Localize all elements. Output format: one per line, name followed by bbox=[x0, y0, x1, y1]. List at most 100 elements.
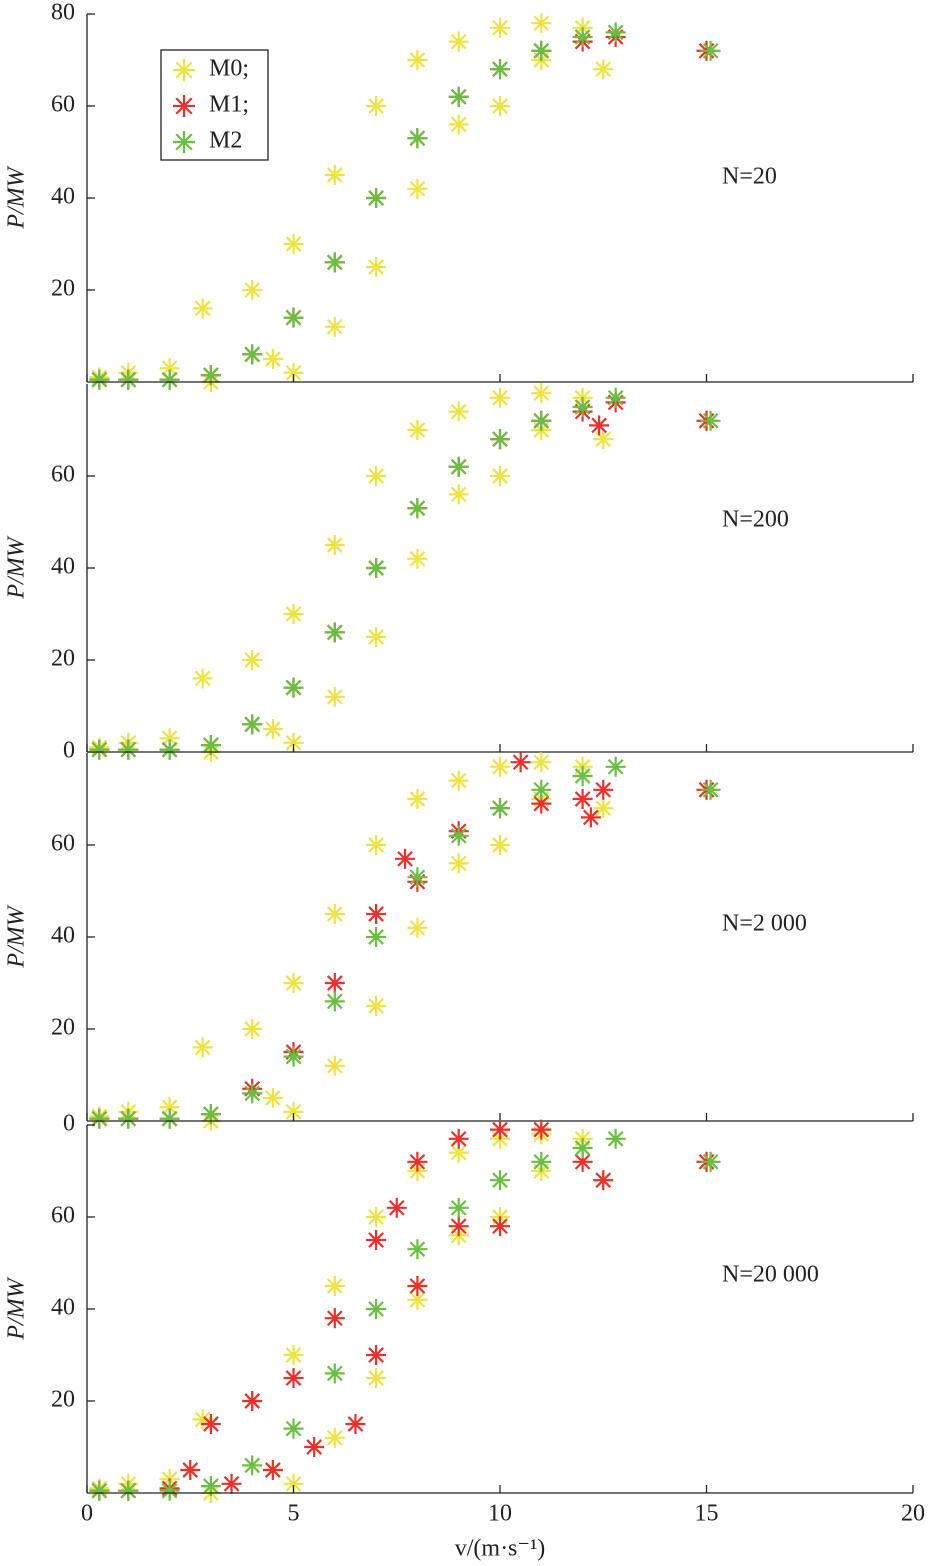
marker-stroke bbox=[326, 975, 343, 991]
marker-stroke bbox=[368, 1370, 384, 1386]
marker-stroke bbox=[326, 993, 343, 1010]
data-point bbox=[324, 904, 345, 924]
marker-stroke bbox=[265, 1462, 281, 1478]
marker-stroke bbox=[91, 741, 108, 758]
y-tick-label: 60 bbox=[51, 831, 75, 857]
y-tick-label: 60 bbox=[51, 92, 75, 118]
data-point bbox=[572, 397, 593, 417]
annotation: N=20 bbox=[722, 164, 777, 190]
marker-stroke bbox=[450, 116, 467, 133]
y-tick-label: 40 bbox=[51, 184, 75, 210]
data-point bbox=[324, 535, 345, 555]
data-point bbox=[159, 369, 180, 390]
data-point bbox=[283, 677, 304, 698]
marker-stroke bbox=[492, 61, 508, 78]
marker-stroke bbox=[450, 827, 467, 844]
data-point bbox=[366, 996, 387, 1016]
data-point bbox=[283, 1046, 304, 1067]
marker-stroke bbox=[591, 417, 607, 434]
data-point bbox=[89, 1108, 110, 1129]
marker-stroke bbox=[368, 929, 384, 945]
data-point bbox=[490, 387, 510, 408]
annotation: N=2 000 bbox=[722, 911, 807, 937]
data-point bbox=[242, 1083, 263, 1104]
data-point bbox=[593, 59, 614, 80]
legend-label: M0; bbox=[209, 56, 249, 82]
data-point bbox=[407, 50, 428, 70]
data-point bbox=[242, 280, 263, 300]
marker-stroke bbox=[512, 754, 529, 771]
data-point bbox=[700, 40, 721, 61]
data-point bbox=[407, 1239, 428, 1260]
data-point bbox=[407, 128, 428, 149]
data-point bbox=[572, 766, 593, 786]
marker-stroke bbox=[203, 1106, 219, 1122]
marker-stroke bbox=[492, 1172, 508, 1189]
marker-stroke bbox=[492, 837, 508, 853]
marker-stroke bbox=[409, 500, 426, 517]
data-point bbox=[395, 848, 416, 869]
marker-stroke bbox=[175, 61, 193, 79]
data-point bbox=[531, 13, 552, 34]
data-point bbox=[283, 973, 304, 993]
data-point bbox=[283, 1368, 304, 1388]
data-point bbox=[324, 686, 345, 707]
data-point bbox=[242, 714, 263, 735]
marker-stroke bbox=[161, 1110, 178, 1127]
marker-stroke bbox=[492, 98, 508, 114]
x-tick-label: 10 bbox=[488, 1501, 512, 1527]
data-point bbox=[448, 1216, 469, 1237]
marker-stroke bbox=[368, 259, 384, 275]
marker-stroke bbox=[265, 1090, 281, 1106]
marker-stroke bbox=[607, 758, 624, 775]
marker-stroke bbox=[120, 741, 137, 758]
data-point bbox=[159, 358, 180, 379]
data-point bbox=[324, 252, 345, 273]
marker-stroke bbox=[574, 791, 591, 807]
marker-stroke bbox=[409, 1241, 426, 1258]
marker-stroke bbox=[326, 1057, 343, 1074]
data-point bbox=[407, 1151, 428, 1172]
marker-stroke bbox=[368, 560, 384, 576]
x-tick-label: 15 bbox=[695, 1501, 719, 1527]
annotation: N=20 000 bbox=[722, 1262, 819, 1288]
data-point bbox=[366, 1345, 387, 1365]
marker-stroke bbox=[326, 537, 343, 553]
data-point bbox=[242, 1391, 263, 1411]
x-axis-label: v/(m·s⁻¹) bbox=[455, 1536, 546, 1562]
marker-stroke bbox=[175, 97, 193, 115]
marker-stroke bbox=[409, 550, 426, 567]
marker-stroke bbox=[450, 1199, 467, 1216]
data-point bbox=[221, 1473, 242, 1494]
marker-stroke bbox=[120, 1482, 137, 1499]
data-point bbox=[366, 1368, 387, 1388]
data-point bbox=[283, 604, 304, 624]
marker-stroke bbox=[285, 1420, 302, 1437]
marker-stroke bbox=[203, 737, 219, 753]
data-point bbox=[490, 1119, 510, 1140]
marker-stroke bbox=[450, 458, 467, 475]
marker-stroke bbox=[533, 1153, 550, 1170]
data-point bbox=[324, 1363, 345, 1384]
data-point bbox=[605, 387, 626, 408]
data-point bbox=[448, 825, 469, 846]
marker-stroke bbox=[285, 1103, 302, 1120]
marker-stroke bbox=[702, 781, 719, 798]
data-point bbox=[283, 307, 304, 328]
data-point bbox=[283, 732, 304, 753]
marker-stroke bbox=[409, 791, 426, 807]
marker-stroke bbox=[194, 300, 211, 317]
data-point bbox=[304, 1437, 325, 1457]
y-axis-label: P/MW bbox=[4, 535, 30, 599]
data-point bbox=[366, 188, 387, 208]
marker-stroke bbox=[607, 389, 624, 406]
marker-stroke bbox=[702, 1153, 719, 1170]
marker-stroke bbox=[326, 624, 343, 641]
marker-stroke bbox=[244, 652, 261, 668]
data-point bbox=[490, 59, 510, 80]
data-point bbox=[324, 1276, 345, 1296]
marker-stroke bbox=[326, 318, 343, 335]
data-point bbox=[192, 668, 213, 689]
data-point bbox=[448, 484, 469, 505]
y-tick-label: 20 bbox=[51, 1015, 75, 1041]
